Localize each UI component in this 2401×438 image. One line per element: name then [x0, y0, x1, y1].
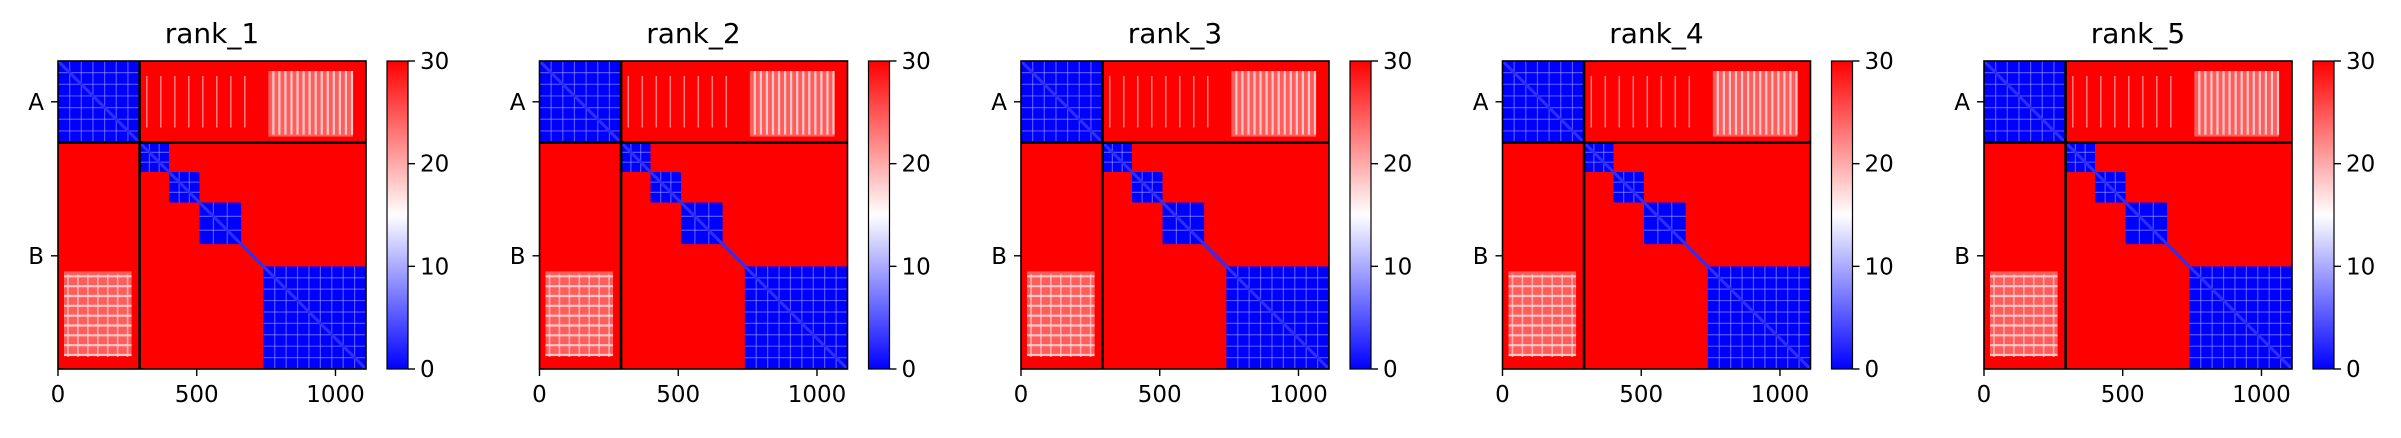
colorbar-tick-label: 10 — [420, 254, 449, 280]
x-tick-label: 0 — [1495, 382, 1510, 408]
interchain-region-lower — [1027, 271, 1095, 357]
heatmap-plot-area — [539, 61, 848, 369]
colorbar-frame — [386, 60, 409, 370]
heatmap-frame — [57, 60, 367, 370]
x-tick-label: 1000 — [2232, 382, 2291, 408]
colorbar: 0 10 20 30 — [1349, 49, 1412, 383]
interchain-region-upper — [146, 71, 354, 137]
panel-title: rank_2 — [646, 17, 740, 50]
interchain-region-lower — [64, 271, 132, 357]
y-tick-label: A — [28, 90, 44, 116]
colorbar-tick-label: 20 — [1865, 152, 1894, 178]
colorbar-tick-label: 30 — [902, 49, 931, 75]
colorbar-tick-label: 30 — [420, 49, 449, 75]
colorbar-tick-label: 0 — [1383, 357, 1398, 383]
x-tick-label: 1000 — [306, 382, 365, 408]
heatmap-plot-area — [1502, 61, 1811, 369]
interchain-region-upper — [2072, 71, 2280, 137]
colorbar-tick-label: 20 — [902, 152, 931, 178]
panel-title: rank_5 — [2091, 17, 2185, 50]
heatmap-diagonal — [58, 61, 366, 369]
colorbar-tick-label: 10 — [1383, 254, 1412, 280]
colorbar-frame — [867, 60, 891, 370]
heatmap-frame — [1020, 60, 1330, 370]
colorbar: 0 10 20 30 — [2312, 49, 2375, 383]
x-tick-label: 0 — [1014, 382, 1029, 408]
colorbar-gradient — [387, 61, 408, 369]
colorbar-tick-label: 30 — [1383, 49, 1412, 75]
heatmap-frame — [1501, 60, 1812, 370]
heatmap-frame — [1983, 60, 2293, 370]
y-tick-label: B — [510, 244, 526, 270]
y-tick-label: A — [1954, 90, 1970, 116]
interchain-region-upper — [1590, 71, 1798, 137]
heatmap-plot-area — [58, 61, 366, 369]
colorbar-gradient — [868, 61, 890, 369]
y-tick-label: A — [1473, 90, 1489, 116]
panel-title: rank_1 — [165, 17, 259, 50]
x-tick-label: 1000 — [788, 382, 847, 408]
colorbar-gradient — [1350, 61, 1371, 369]
heatmap-panel-1: rank_1 0 500 1000 A B 0 10 20 30 — [28, 17, 449, 408]
x-tick-label: 500 — [656, 382, 700, 408]
heatmap-frame — [538, 60, 849, 370]
heatmap-diagonal — [1021, 61, 1329, 369]
y-tick-label: B — [28, 244, 44, 270]
heatmap-plot-area — [1984, 61, 2292, 369]
colorbar: 0 10 20 30 — [386, 49, 449, 383]
y-tick-label: B — [1473, 244, 1489, 270]
y-tick-label: B — [991, 244, 1007, 270]
y-tick-label: A — [991, 90, 1007, 116]
x-tick-label: 1000 — [1751, 382, 1810, 408]
x-tick-label: 500 — [1138, 382, 1182, 408]
x-tick-label: 500 — [175, 382, 219, 408]
interchain-region-upper — [627, 71, 835, 137]
colorbar-tick-label: 20 — [1383, 152, 1412, 178]
x-tick-label: 0 — [532, 382, 547, 408]
colorbar: 0 10 20 30 — [867, 49, 931, 383]
colorbar-frame — [2312, 60, 2335, 370]
heatmap-panel-4: rank_4 0 500 1000 A B 0 10 20 30 — [1473, 17, 1894, 408]
y-tick-label: B — [1954, 244, 1970, 270]
colorbar-tick-label: 20 — [2346, 152, 2375, 178]
colorbar-tick-label: 30 — [2346, 49, 2375, 75]
heatmap-panel-2: rank_2 0 500 1000 A B 0 10 20 30 — [510, 17, 931, 408]
colorbar-tick-label: 0 — [902, 357, 917, 383]
heatmap-diagonal — [1502, 61, 1811, 369]
heatmap-panel-5: rank_5 0 500 1000 A B 0 10 20 30 — [1954, 17, 2375, 408]
colorbar-tick-label: 0 — [2346, 357, 2361, 383]
heatmap-diagonal — [539, 61, 848, 369]
x-tick-label: 500 — [1619, 382, 1663, 408]
colorbar-tick-label: 10 — [1865, 254, 1894, 280]
heatmap-panel-3: rank_3 0 500 1000 A B 0 10 20 30 — [991, 17, 1412, 408]
colorbar-tick-label: 10 — [902, 254, 931, 280]
colorbar-tick-label: 20 — [420, 152, 449, 178]
y-tick-label: A — [510, 90, 526, 116]
interchain-region-lower — [545, 271, 614, 357]
x-tick-label: 0 — [51, 382, 66, 408]
colorbar-tick-label: 10 — [2346, 254, 2375, 280]
colorbar-frame — [1830, 60, 1854, 370]
interchain-region-upper — [1109, 71, 1317, 137]
colorbar: 0 10 20 30 — [1830, 49, 1894, 383]
x-tick-label: 500 — [2101, 382, 2145, 408]
interchain-region-lower — [1990, 271, 2058, 357]
heatmap-diagonal — [1984, 61, 2292, 369]
colorbar-gradient — [1831, 61, 1853, 369]
panel-title: rank_3 — [1128, 17, 1222, 50]
colorbar-tick-label: 0 — [1865, 357, 1880, 383]
panel-title: rank_4 — [1609, 17, 1703, 50]
colorbar-frame — [1349, 60, 1372, 370]
heatmap-plot-area — [1021, 61, 1329, 369]
colorbar-tick-label: 0 — [420, 357, 435, 383]
colorbar-tick-label: 30 — [1865, 49, 1894, 75]
x-tick-label: 0 — [1977, 382, 1992, 408]
colorbar-gradient — [2313, 61, 2334, 369]
x-tick-label: 1000 — [1269, 382, 1328, 408]
interchain-region-lower — [1508, 271, 1577, 357]
